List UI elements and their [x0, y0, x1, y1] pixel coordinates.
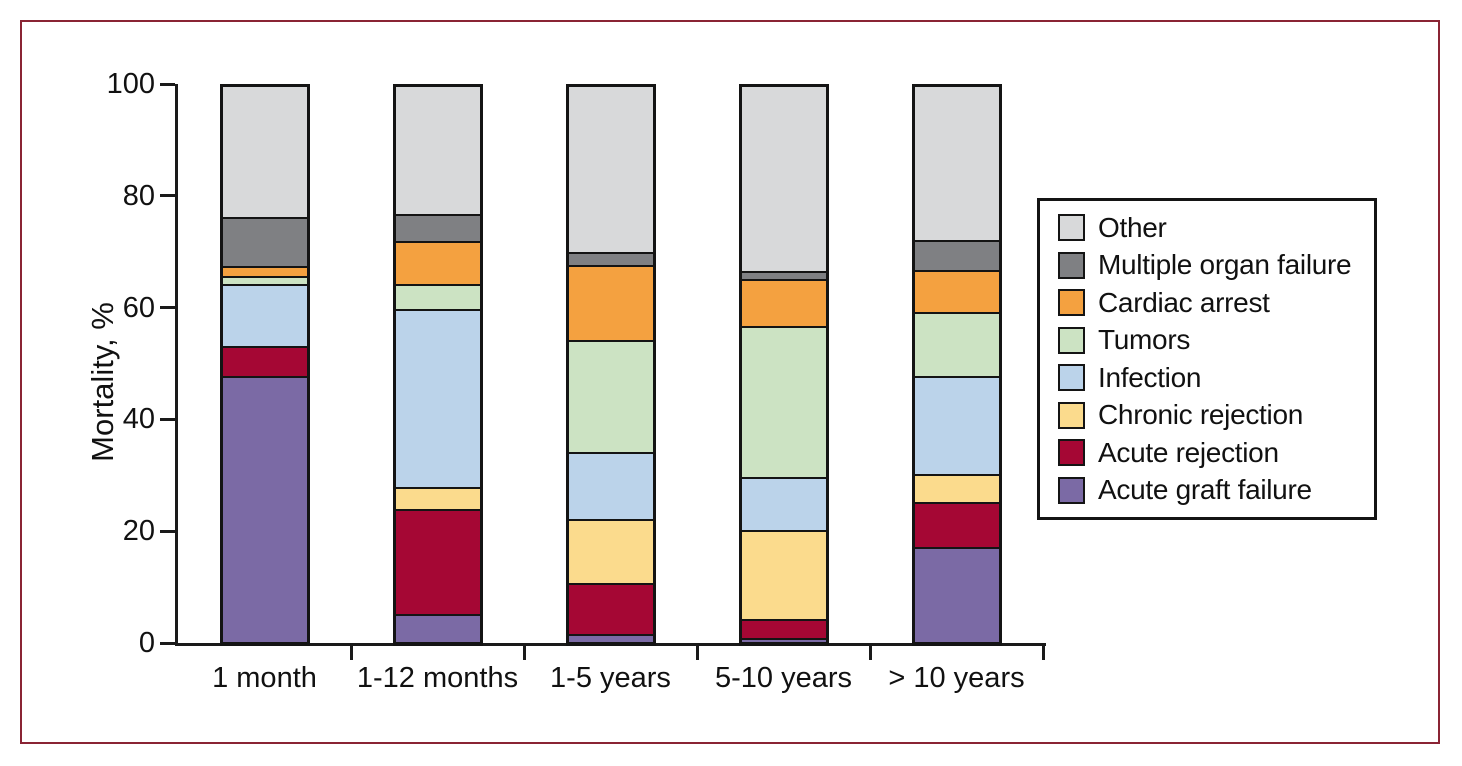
bar-segment-acute-graft-failure — [219, 377, 310, 643]
legend-label: Chronic rejection — [1098, 399, 1303, 431]
legend-swatch-multiple-organ-failure — [1058, 251, 1085, 279]
bar-outline — [392, 84, 483, 646]
y-tick-mark — [160, 641, 175, 645]
bar-segment-other — [219, 84, 310, 219]
legend-item-acute-graft-failure: Acute graft failure — [1058, 474, 1374, 506]
bar-segment-tumors — [911, 313, 1002, 378]
legend-swatch-cardiac-arrest — [1058, 289, 1085, 317]
legend-item-cardiac-arrest: Cardiac arrest — [1058, 287, 1374, 319]
x-tick-mark — [349, 646, 353, 660]
x-tick-mark — [868, 646, 872, 660]
y-axis-line — [175, 84, 178, 646]
bar-segment-chronic-rejection — [738, 531, 829, 620]
bar-outline — [738, 84, 829, 646]
x-tick-mark — [522, 646, 526, 660]
legend-item-chronic-rejection: Chronic rejection — [1058, 399, 1374, 431]
x-category-label: 1 month — [212, 662, 317, 694]
x-tick-mark — [695, 646, 699, 660]
y-tick-label: 0 — [138, 627, 155, 659]
legend-swatch-infection — [1058, 364, 1085, 392]
bar-segment-other — [911, 84, 1002, 241]
bar-segment-cardiac-arrest — [392, 242, 483, 286]
bar-segment-tumors — [392, 285, 483, 310]
y-tick-label: 60 — [122, 291, 155, 324]
x-category-label: 1-5 years — [550, 662, 671, 694]
legend-item-acute-rejection: Acute rejection — [1058, 437, 1374, 469]
legend-swatch-tumors — [1058, 326, 1085, 354]
bar-segment-tumors — [565, 341, 656, 453]
bar-segment-acute-rejection — [911, 503, 1002, 548]
legend-item-tumors: Tumors — [1058, 324, 1374, 356]
legend-item-other: Other — [1058, 212, 1374, 244]
x-category-label: 1-12 months — [356, 662, 519, 694]
y-tick-label: 20 — [122, 515, 155, 548]
legend-label: Other — [1098, 211, 1167, 243]
bar-segment-cardiac-arrest — [911, 271, 1002, 314]
y-tick-label: 100 — [106, 68, 155, 100]
bar-outline — [219, 84, 310, 646]
bar-segment-cardiac-arrest — [565, 265, 656, 342]
legend-label: Acute rejection — [1098, 436, 1279, 468]
bar-segment-acute-graft-failure — [392, 615, 483, 643]
legend-box: Other Multiple organ failure Cardiac arres… — [1037, 198, 1377, 520]
legend-item-infection: Infection — [1058, 362, 1374, 394]
bar-outline — [565, 84, 656, 646]
bar-segment-other — [565, 84, 656, 253]
legend-label: Tumors — [1098, 324, 1191, 356]
x-category-label: 5-10 years — [714, 662, 852, 694]
legend-swatch-acute-rejection — [1058, 439, 1085, 467]
y-tick-mark — [160, 529, 175, 533]
bar-segment-chronic-rejection — [911, 475, 1002, 504]
bar-segment-acute-rejection — [219, 346, 310, 378]
y-tick-label: 40 — [122, 403, 155, 436]
legend-label: Cardiac arrest — [1098, 286, 1270, 318]
y-tick-mark — [160, 417, 175, 421]
x-category-label: > 10 years — [888, 662, 1025, 694]
legend-label: Infection — [1098, 361, 1202, 393]
bar-segment-infection — [738, 478, 829, 532]
legend-swatch-other — [1058, 214, 1085, 242]
y-tick-mark — [160, 306, 175, 310]
y-tick-mark — [160, 82, 175, 86]
bar-segment-infection — [392, 309, 483, 489]
legend-label: Acute graft failure — [1098, 474, 1312, 506]
bar-outline — [911, 84, 1002, 646]
legend-label: Multiple organ failure — [1098, 249, 1352, 281]
bar-segment-cardiac-arrest — [738, 279, 829, 328]
legend-swatch-chronic-rejection — [1058, 401, 1085, 429]
legend-item-multiple-organ-failure: Multiple organ failure — [1058, 249, 1374, 281]
y-axis-title: Mortality, % — [85, 302, 120, 462]
y-tick-mark — [160, 194, 175, 198]
legend-swatch-acute-graft-failure — [1058, 476, 1085, 504]
bar-segment-tumors — [738, 327, 829, 479]
bar-segment-multiple-organ-failure — [392, 214, 483, 243]
y-tick-label: 80 — [122, 179, 155, 212]
x-tick-mark — [1041, 646, 1045, 660]
